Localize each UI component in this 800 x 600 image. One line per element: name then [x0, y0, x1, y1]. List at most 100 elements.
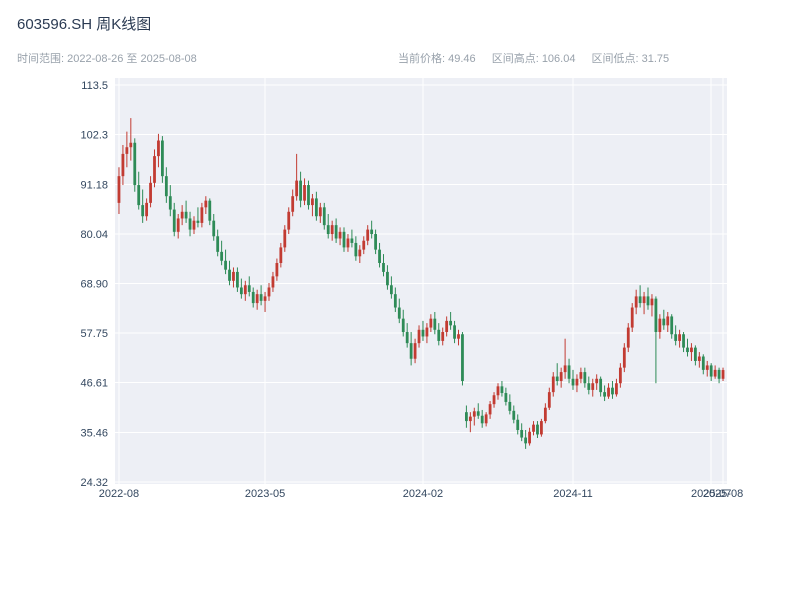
candle-body-up: [705, 365, 709, 370]
candle-body-down: [611, 387, 614, 395]
current-price-stat: 当前价格: 49.46: [398, 53, 476, 65]
candle-body-down: [382, 262, 385, 272]
candle-body-up: [615, 383, 618, 395]
candle-body-down: [251, 291, 255, 304]
candle-body-down: [717, 369, 721, 379]
candle-body-down: [693, 347, 697, 361]
candle-body-up: [417, 329, 421, 344]
range-high-stat: 区间高点: 106.04: [491, 53, 576, 65]
candle-body-down: [386, 271, 389, 286]
candle-body-down: [172, 209, 176, 232]
candle-body-down: [334, 225, 338, 239]
candle-body-up: [243, 285, 247, 295]
candle-body-up: [267, 287, 271, 297]
candle-body-down: [350, 238, 354, 243]
candle-body-up: [149, 182, 152, 203]
candle-body-down: [224, 260, 227, 270]
candle-body-up: [121, 153, 125, 177]
candle-body-up: [346, 238, 350, 248]
candle-body-up: [157, 140, 160, 157]
candle-body-down: [354, 242, 358, 257]
candle-body-down: [508, 401, 512, 411]
candle-body-up: [540, 421, 543, 435]
y-axis-tick-label: 80.04: [80, 229, 108, 241]
candle-body-down: [133, 142, 137, 186]
candle-body-up: [472, 411, 476, 417]
candle-body-down: [405, 332, 409, 344]
candle-body-down: [433, 318, 437, 330]
candle-body-up: [311, 198, 314, 206]
candle-body-down: [654, 298, 658, 333]
candle-body-down: [208, 200, 212, 221]
chart-stats: 当前价格: 49.46 区间高点: 106.04 区间低点: 31.75: [398, 50, 682, 66]
candle-body-down: [299, 180, 302, 201]
candle-body-up: [279, 247, 283, 263]
candle-body-up: [492, 395, 496, 405]
candle-body-up: [192, 220, 196, 230]
candle-body-up: [690, 347, 693, 353]
y-axis-tick-label: 24.32: [80, 477, 108, 489]
candle-body-down: [674, 334, 678, 341]
candle-body-up: [145, 202, 149, 217]
candle-body-up: [129, 142, 133, 148]
candle-body-up: [275, 262, 279, 277]
candle-body-up: [666, 316, 670, 326]
candle-body-up: [125, 147, 129, 154]
candle-body-down: [476, 411, 480, 416]
candle-body-up: [547, 392, 551, 408]
candle-body-down: [236, 271, 239, 288]
candle-body-down: [141, 205, 145, 217]
candle-body-up: [575, 378, 579, 386]
candle-body-down: [449, 320, 453, 326]
candle-body-up: [559, 372, 563, 382]
y-axis-tick-label: 57.75: [80, 328, 108, 340]
y-axis-tick-label: 113.5: [81, 80, 108, 92]
candle-body-down: [465, 412, 468, 422]
x-axis-tick-label: 2025-08: [703, 488, 743, 500]
y-axis-tick-label: 68.90: [80, 279, 108, 291]
candle-body-down: [322, 207, 326, 226]
candle-body-down: [701, 356, 705, 370]
candle-body-down: [638, 296, 642, 304]
candle-body-down: [662, 318, 666, 326]
candle-body-down: [196, 220, 200, 223]
candle-body-down: [184, 211, 188, 219]
candle-body-up: [658, 318, 662, 333]
candle-body-up: [642, 296, 646, 304]
candle-body-down: [421, 329, 425, 337]
candle-body-up: [303, 185, 306, 201]
candle-body-up: [358, 249, 362, 257]
range-low-stat: 区间低点: 31.75: [591, 53, 670, 65]
candle-body-up: [457, 334, 460, 339]
candle-body-down: [567, 365, 571, 379]
candle-body-down: [216, 236, 220, 252]
candle-body-up: [429, 318, 433, 328]
candle-body-down: [164, 176, 168, 197]
candle-body-down: [370, 229, 374, 235]
candle-body-up: [551, 376, 555, 393]
candle-body-up: [488, 404, 492, 415]
candle-body-down: [314, 198, 318, 217]
candle-body-up: [291, 196, 295, 212]
x-axis-tick-label: 2024-11: [553, 488, 593, 500]
candle-body-up: [176, 218, 180, 232]
candle-body-up: [425, 327, 429, 337]
candle-body-up: [338, 231, 342, 239]
candle-body-up: [579, 372, 583, 379]
page-title: 603596.SH 周K线图: [17, 16, 152, 33]
candle-body-down: [401, 318, 405, 333]
candle-body-down: [599, 378, 603, 393]
candle-body-up: [607, 387, 610, 397]
candle-body-down: [587, 383, 591, 390]
candle-body-up: [445, 320, 449, 333]
candle-body-down: [583, 372, 587, 384]
candle-body-up: [180, 211, 184, 219]
candle-body-down: [603, 392, 606, 397]
candle-body-down: [161, 140, 164, 177]
x-axis-tick-label: 2023-05: [245, 488, 285, 500]
candle-body-down: [500, 386, 504, 394]
candle-body-down: [220, 251, 224, 261]
candle-body-down: [524, 437, 528, 444]
